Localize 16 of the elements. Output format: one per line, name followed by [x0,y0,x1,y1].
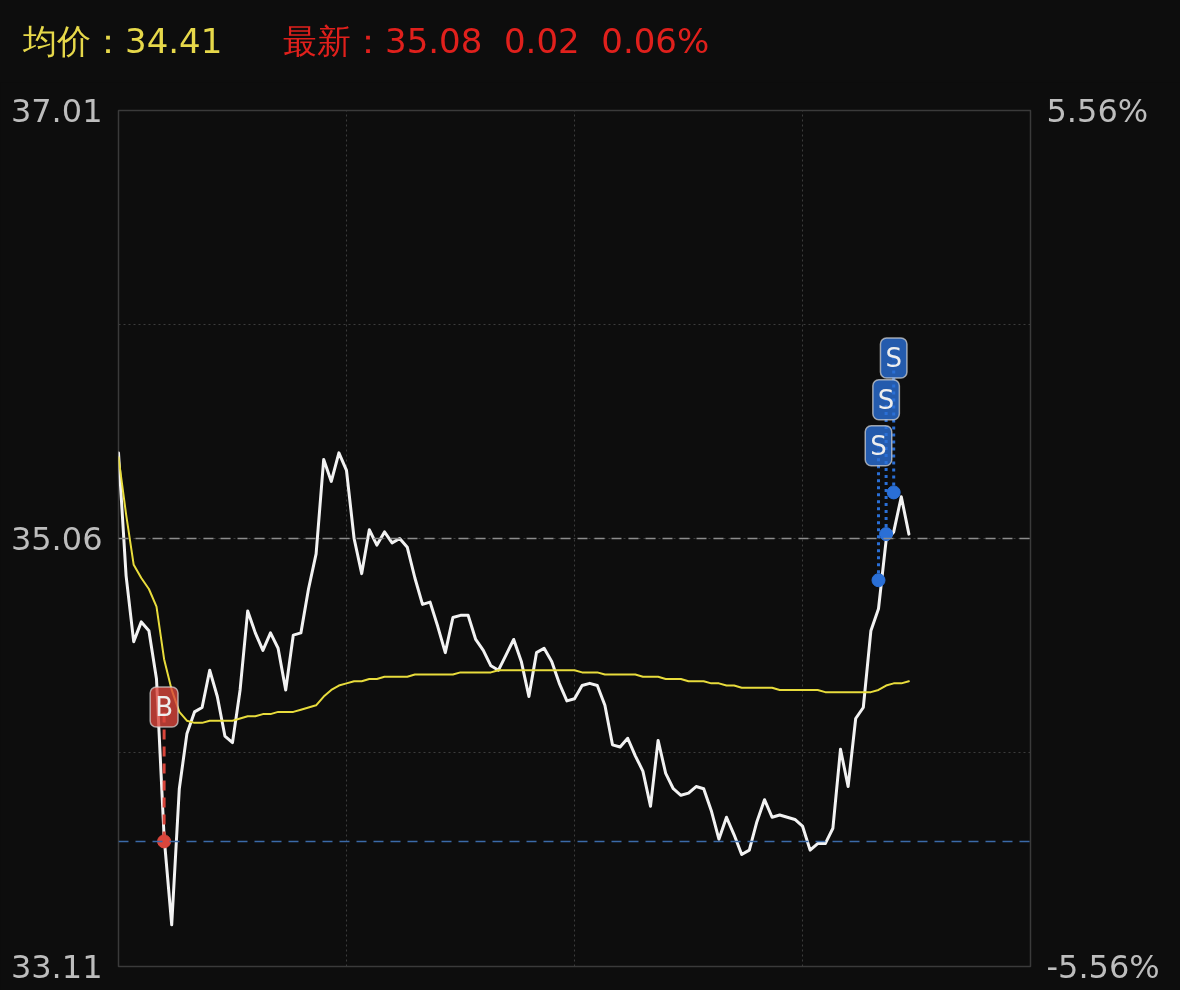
y-tick-label: 33.11 [10,948,103,986]
text: S [885,343,902,374]
text: B [155,692,174,722]
y2-tick-label: 5.56% [1046,91,1149,130]
text: S [877,384,895,415]
point [886,485,901,500]
chart-subtitle: 最新：35.08 0.02 0.06% [283,20,710,63]
y-tick-label: 37.01 [10,92,103,130]
point [871,573,886,588]
legend-label: S [870,430,887,461]
chart-title: 均价：34.41 [23,20,223,63]
point [157,834,172,849]
y-tick-label: 35.06 [10,520,103,558]
line-series [118,456,910,724]
point [879,527,894,542]
y2-tick-label: -5.56% [1046,947,1160,986]
